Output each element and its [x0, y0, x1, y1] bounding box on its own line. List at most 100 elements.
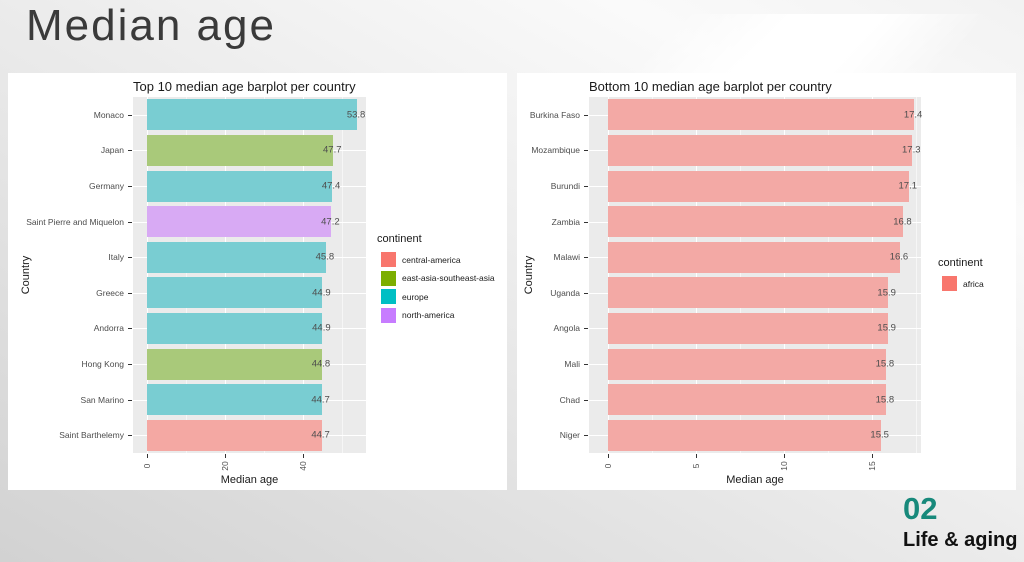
category-label: Saint Barthelemy [59, 430, 124, 441]
bar [147, 170, 333, 202]
bar [608, 99, 914, 131]
value-label: 44.7 [311, 394, 330, 406]
x-tick-label: 0 [142, 463, 153, 469]
value-label: 53.8 [346, 109, 366, 121]
top10-median-age-chart: Top 10 median age barplot per country Cou… [8, 73, 507, 490]
y-tick-mark [584, 150, 588, 152]
value-label: 15.8 [875, 394, 895, 406]
x-tick-label: 5 [690, 463, 701, 469]
y-tick-mark [128, 114, 132, 116]
value-label: 15.9 [877, 287, 896, 299]
bar [608, 170, 909, 202]
y-tick-mark [584, 114, 588, 116]
x-tick-mark [871, 454, 873, 458]
value-label: 44.9 [312, 322, 331, 334]
bar [147, 241, 326, 273]
legend-label: east-asia-southeast-asia [402, 273, 495, 283]
x-axis-label: Median age [726, 474, 784, 486]
y-tick-mark [128, 435, 132, 437]
bar [147, 134, 334, 166]
legend-title: continent [938, 257, 983, 269]
category-label: Italy [108, 252, 124, 263]
x-tick-label: 0 [603, 463, 613, 469]
legend-item: central-america [377, 252, 495, 267]
y-tick-mark [128, 186, 132, 187]
bar [608, 419, 881, 451]
category-label: Niger [559, 430, 580, 441]
bar [147, 277, 323, 309]
value-label: 17.3 [902, 144, 921, 156]
x-tick-mark [147, 454, 149, 458]
bottom10-median-age-chart: Bottom 10 median age barplot per country… [517, 73, 1016, 490]
x-tick-mark [783, 454, 785, 458]
y-tick-mark [128, 150, 132, 152]
legend-key-africa [942, 276, 957, 291]
value-label: 15.9 [877, 322, 896, 334]
top10-chart-card: Top 10 median age barplot per country Cou… [8, 73, 507, 490]
y-tick-mark [584, 221, 588, 223]
bar [608, 312, 888, 344]
value-label: 17.1 [898, 180, 918, 192]
y-tick-mark [584, 364, 588, 365]
value-label: 44.9 [312, 287, 331, 299]
major-gridline [303, 97, 305, 453]
legend-title: continent [377, 233, 422, 245]
bar [608, 277, 888, 309]
minor-gridline [915, 97, 917, 453]
value-label: 47.2 [321, 216, 340, 228]
category-label: Greece [96, 287, 124, 298]
category-label: San Marino [80, 394, 124, 405]
x-tick-mark [303, 454, 305, 458]
category-label: Angola [553, 323, 580, 334]
value-label: 17.4 [903, 109, 923, 121]
y-tick-mark [128, 221, 132, 223]
x-tick-mark [695, 454, 697, 458]
y-tick-mark [584, 257, 588, 259]
legend-item: north-america [377, 307, 495, 323]
minor-gridline [264, 97, 266, 453]
major-gridline [147, 97, 149, 453]
plot-panel: 53.8 47.7 47.4 47.2 45.8 44.9 44.9 44.8 44.7 44.7 [133, 97, 366, 453]
value-label: 44.8 [311, 358, 331, 370]
value-label: 15.8 [875, 358, 895, 370]
x-tick-mark [608, 454, 609, 458]
legend-label: north-america [402, 310, 455, 320]
minor-gridline [827, 97, 829, 453]
legend: continent africa [938, 257, 984, 295]
minor-gridline [342, 97, 344, 453]
category-label: Saint Pierre and Miquelon [26, 216, 124, 227]
value-label: 47.7 [323, 144, 342, 156]
major-gridline [608, 97, 609, 453]
y-tick-mark [128, 292, 132, 294]
y-tick-mark [584, 292, 588, 294]
category-label: Uganda [550, 287, 580, 298]
bar [608, 241, 900, 273]
category-label: Burundi [550, 181, 580, 191]
category-label: Hong Kong [81, 359, 124, 369]
x-tick-mark [225, 454, 227, 458]
x-tick-label: 15 [866, 461, 877, 471]
value-label: 44.7 [311, 429, 330, 441]
value-label: 16.6 [889, 251, 909, 263]
major-gridline [783, 97, 785, 453]
legend-item: east-asia-southeast-asia [377, 270, 495, 286]
bar [608, 206, 904, 238]
bar [147, 384, 322, 416]
x-tick-label: 40 [298, 461, 309, 471]
value-label: 16.8 [893, 216, 912, 228]
bar [147, 206, 332, 238]
x-axis-label: Median age [220, 474, 279, 486]
legend-label: central-america [402, 254, 461, 265]
legend-item: africa [938, 276, 984, 291]
category-label: Mali [564, 359, 580, 369]
bar [147, 312, 323, 344]
section-label: Life & aging [903, 529, 1018, 551]
y-tick-mark [128, 328, 132, 330]
x-tick-label: 20 [220, 461, 231, 471]
y-tick-mark [584, 186, 588, 187]
page-title: Median age [26, 1, 276, 50]
value-label: 45.8 [315, 251, 335, 263]
category-label: Andorra [93, 323, 124, 334]
legend-label: africa [963, 278, 984, 289]
